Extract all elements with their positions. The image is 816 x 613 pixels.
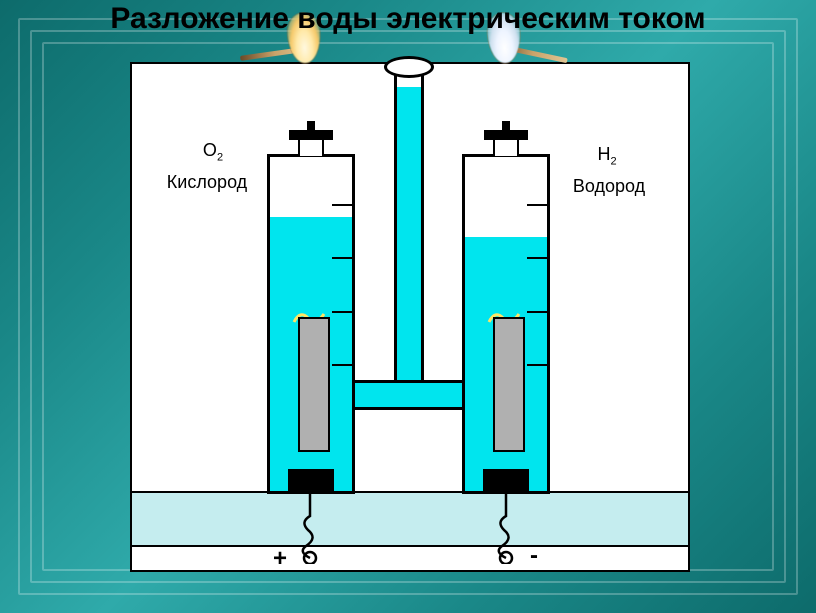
formula-base: H — [597, 144, 610, 164]
scale-tick — [332, 257, 352, 259]
valve-icon — [289, 130, 333, 140]
sign-plus: + — [273, 545, 287, 573]
scale-tick — [332, 204, 352, 206]
formula-oxygen: O2 — [178, 140, 248, 164]
formula-sub: 2 — [217, 152, 223, 164]
electrode-anode — [298, 317, 330, 452]
bottom-plug — [288, 469, 334, 491]
tube-hydrogen — [462, 154, 550, 494]
wire-anode-icon — [290, 492, 330, 564]
wire-cathode-icon — [486, 492, 526, 564]
central-cap — [384, 56, 434, 78]
electrode-cathode — [493, 317, 525, 452]
tube-oxygen — [267, 154, 355, 494]
bottom-plug — [483, 469, 529, 491]
label-oxygen: Кислород — [152, 172, 262, 193]
tube-neck — [493, 138, 519, 156]
tube-neck — [298, 138, 324, 156]
h-connector — [352, 380, 466, 410]
electrolysis-diagram: O2 Кислород H2 Водород + - — [130, 62, 690, 572]
central-water — [397, 87, 421, 408]
sign-minus: - — [530, 542, 538, 570]
slide-title: Разложение воды электрическим током — [0, 2, 816, 36]
scale-tick — [527, 204, 547, 206]
valve-icon — [484, 130, 528, 140]
scale-tick — [527, 364, 547, 366]
base-tray — [130, 491, 690, 547]
formula-base: O — [203, 140, 217, 160]
scale-tick — [332, 311, 352, 313]
scale-tick — [332, 364, 352, 366]
formula-sub: 2 — [610, 156, 616, 168]
central-tube — [394, 66, 424, 408]
label-hydrogen: Водород — [554, 176, 664, 197]
formula-hydrogen: H2 — [572, 144, 642, 168]
scale-tick — [527, 257, 547, 259]
scale-tick — [527, 311, 547, 313]
